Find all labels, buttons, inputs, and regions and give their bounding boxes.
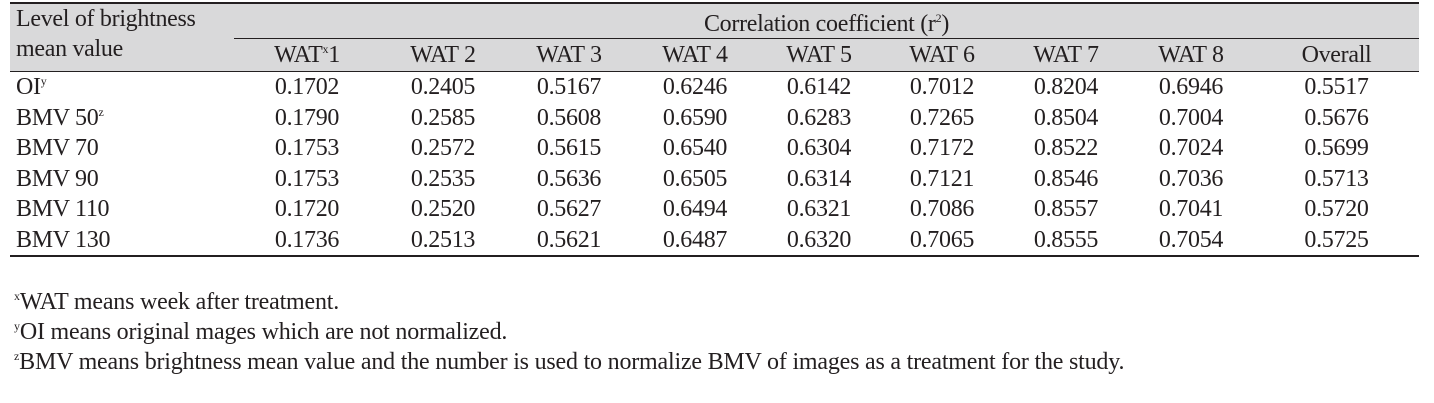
table-cell: 0.5699 bbox=[1304, 135, 1369, 162]
table-cell: 0.6590 bbox=[662, 104, 728, 131]
table-cell: 0.2513 bbox=[410, 226, 476, 253]
table-cell: 0.6946 bbox=[1158, 74, 1224, 101]
table-cell: 0.1720 bbox=[274, 196, 340, 223]
table-header: Level of brightness mean value Correlati… bbox=[10, 3, 1419, 72]
table-cell: 0.2585 bbox=[410, 104, 476, 131]
table-cell: 0.2405 bbox=[410, 74, 476, 101]
column-header-row: WATx1 WAT 2 WAT 3 WAT 4 WAT 5 WAT 6 WAT 7 WAT 8… bbox=[10, 38, 1419, 72]
table-cell: 0.8557 bbox=[1033, 196, 1099, 223]
table-cell: 0.7054 bbox=[1158, 226, 1224, 253]
table-cell: 0.7065 bbox=[909, 226, 975, 253]
table-cell: 0.8504 bbox=[1033, 104, 1099, 131]
footnote: xWAT means week after treatment. bbox=[14, 289, 340, 315]
group-header: Correlation coefficient (r2) bbox=[234, 3, 1419, 39]
column-header: WAT 5 bbox=[758, 38, 880, 72]
table-cell: 0.6142 bbox=[786, 74, 852, 101]
column-header: WAT 3 bbox=[506, 38, 632, 72]
table-cell: 0.1736 bbox=[274, 226, 340, 253]
table-cell: 0.5636 bbox=[536, 165, 602, 192]
table-cell: 0.6494 bbox=[662, 196, 728, 223]
table-cell: 0.6314 bbox=[786, 165, 852, 192]
table-cell: 0.5676 bbox=[1304, 104, 1369, 131]
row-label: BMV 130 bbox=[16, 226, 111, 253]
column-header: WATx1 bbox=[234, 38, 380, 72]
table-cell: 0.6321 bbox=[786, 196, 852, 223]
table-row: BMV 70 0.1753 0.2572 0.5615 0.6540 0.6304 0.71… bbox=[10, 133, 1419, 164]
footnote: yOI means original mages which are not n… bbox=[14, 319, 508, 345]
table-cell: 0.7004 bbox=[1158, 104, 1224, 131]
stub-header-line2: mean value bbox=[16, 36, 123, 62]
table-cell: 0.6487 bbox=[662, 226, 728, 253]
table-cell: 0.7024 bbox=[1158, 135, 1224, 162]
table-cell: 0.7265 bbox=[909, 104, 975, 131]
table-cell: 0.5621 bbox=[536, 226, 602, 253]
table-cell: 0.1753 bbox=[274, 135, 340, 162]
table-cell: 0.8522 bbox=[1033, 135, 1099, 162]
table-row: BMV 50z 0.1790 0.2585 0.5608 0.6590 0.6283 0.7… bbox=[10, 103, 1419, 134]
footnotes: xWAT means week after treatment. yOI mean… bbox=[14, 287, 1124, 377]
correlation-table: Level of brightness mean value Correlati… bbox=[10, 2, 1419, 257]
table-cell: 0.8204 bbox=[1033, 74, 1099, 101]
table-cell: 0.7086 bbox=[909, 196, 975, 223]
table-cell: 0.5517 bbox=[1304, 74, 1369, 101]
row-label: BMV 110 bbox=[16, 196, 110, 223]
table-cell: 0.6246 bbox=[662, 74, 728, 101]
table-cell: 0.8555 bbox=[1033, 226, 1099, 253]
table-cell: 0.7121 bbox=[909, 165, 975, 192]
table-row: BMV 110 0.1720 0.2520 0.5627 0.6494 0.6321 0.7… bbox=[10, 194, 1419, 225]
table-cell: 0.6304 bbox=[786, 135, 852, 162]
stub-header: Level of brightness mean value bbox=[10, 3, 234, 72]
table-cell: 0.7012 bbox=[909, 74, 975, 101]
table-body: OIy 0.1702 0.2405 0.5167 0.6246 0.6142 0.7012 0… bbox=[10, 72, 1419, 257]
footnote: zBMV means brightness mean value and the… bbox=[14, 349, 1125, 375]
table-cell: 0.1702 bbox=[274, 74, 340, 101]
table-cell: 0.5720 bbox=[1304, 196, 1369, 223]
column-header: WAT 7 bbox=[1004, 38, 1128, 72]
table-cell: 0.5167 bbox=[536, 74, 602, 101]
table-cell: 0.6540 bbox=[662, 135, 728, 162]
table-cell: 0.7036 bbox=[1158, 165, 1224, 192]
table-cell: 0.5713 bbox=[1304, 165, 1369, 192]
table-cell: 0.1790 bbox=[274, 104, 340, 131]
row-label: OIy bbox=[16, 74, 47, 101]
table-cell: 0.5627 bbox=[536, 196, 602, 223]
table-row: BMV 130 0.1736 0.2513 0.5621 0.6487 0.6320 0.7… bbox=[10, 225, 1419, 257]
column-header: WAT 4 bbox=[632, 38, 758, 72]
table-cell: 0.7041 bbox=[1158, 196, 1224, 223]
table-cell: 0.2520 bbox=[410, 196, 476, 223]
row-label: BMV 70 bbox=[16, 135, 99, 162]
row-label: BMV 50z bbox=[16, 104, 104, 131]
table-cell: 0.1753 bbox=[274, 165, 340, 192]
column-header: Overall bbox=[1254, 38, 1419, 72]
column-header: WAT 2 bbox=[380, 38, 506, 72]
table-cell: 0.5608 bbox=[536, 104, 602, 131]
table-row: BMV 90 0.1753 0.2535 0.5636 0.6505 0.6314 0.71… bbox=[10, 164, 1419, 195]
table-cell: 0.7172 bbox=[909, 135, 975, 162]
table-cell: 0.2572 bbox=[410, 135, 476, 162]
table-cell: 0.6505 bbox=[662, 165, 728, 192]
table-cell: 0.5615 bbox=[536, 135, 602, 162]
column-header: WAT 6 bbox=[880, 38, 1004, 72]
table-cell: 0.6283 bbox=[786, 104, 852, 131]
row-label: BMV 90 bbox=[16, 165, 99, 192]
table-cell: 0.2535 bbox=[410, 165, 476, 192]
table-cell: 0.6320 bbox=[786, 226, 852, 253]
stub-header-line1: Level of brightness bbox=[16, 6, 196, 32]
column-header: WAT 8 bbox=[1128, 38, 1254, 72]
table-row: OIy 0.1702 0.2405 0.5167 0.6246 0.6142 0.7012 0… bbox=[10, 72, 1419, 103]
table-cell: 0.8546 bbox=[1033, 165, 1099, 192]
table-cell: 0.5725 bbox=[1304, 226, 1369, 253]
